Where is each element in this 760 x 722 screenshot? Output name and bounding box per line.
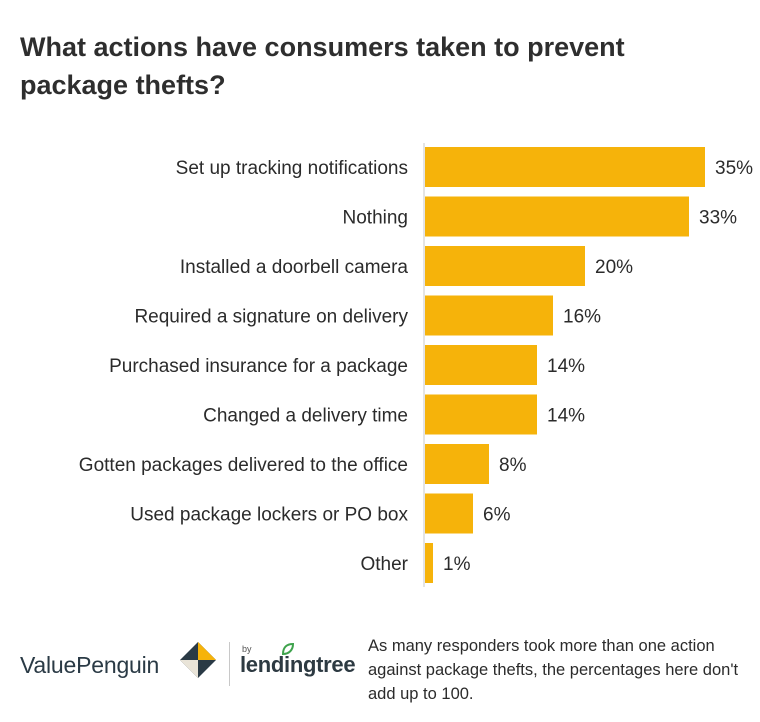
bar-chart: Set up tracking notifications 35% Nothing 3… bbox=[79, 143, 753, 587]
value-label: 14% bbox=[547, 356, 585, 377]
category-label: Changed a delivery time bbox=[203, 406, 408, 427]
lendingtree-logo-text: lendingtree bbox=[240, 652, 356, 677]
valuepenguin-logo-text: ValuePenguin bbox=[20, 652, 160, 678]
value-label: 20% bbox=[595, 257, 633, 278]
value-label: 1% bbox=[443, 554, 471, 575]
value-label: 14% bbox=[547, 406, 585, 427]
valuepenguin-diamond-icon bbox=[180, 642, 216, 678]
bar bbox=[425, 147, 705, 187]
bar bbox=[425, 444, 489, 484]
category-label: Installed a doorbell camera bbox=[180, 257, 409, 278]
bar bbox=[425, 196, 689, 237]
category-label: Gotten packages delivered to the office bbox=[79, 455, 408, 476]
footnote: As many responders took more than one ac… bbox=[368, 637, 739, 703]
leaf-icon bbox=[281, 642, 295, 656]
bar bbox=[425, 295, 553, 336]
chart-title: What actions have consumers taken to pre… bbox=[20, 32, 625, 100]
category-label: Nothing bbox=[343, 208, 409, 229]
by-label: by bbox=[242, 644, 252, 654]
category-label: Set up tracking notifications bbox=[176, 158, 408, 179]
value-label: 16% bbox=[563, 307, 601, 328]
value-label: 8% bbox=[499, 455, 527, 476]
bar bbox=[425, 394, 537, 435]
category-label: Used package lockers or PO box bbox=[130, 505, 408, 526]
bar bbox=[425, 246, 585, 286]
bar bbox=[425, 493, 473, 534]
value-label: 35% bbox=[715, 158, 753, 179]
value-label: 6% bbox=[483, 505, 511, 526]
bar bbox=[425, 543, 433, 583]
category-label: Purchased insurance for a package bbox=[109, 356, 408, 377]
category-label: Other bbox=[360, 554, 408, 575]
category-label: Required a signature on delivery bbox=[134, 307, 408, 328]
value-label: 33% bbox=[699, 208, 737, 229]
bar bbox=[425, 345, 537, 385]
logo-divider bbox=[229, 642, 230, 686]
